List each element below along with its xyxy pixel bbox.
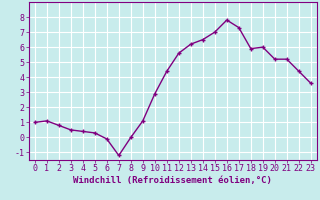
X-axis label: Windchill (Refroidissement éolien,°C): Windchill (Refroidissement éolien,°C) (73, 176, 272, 185)
